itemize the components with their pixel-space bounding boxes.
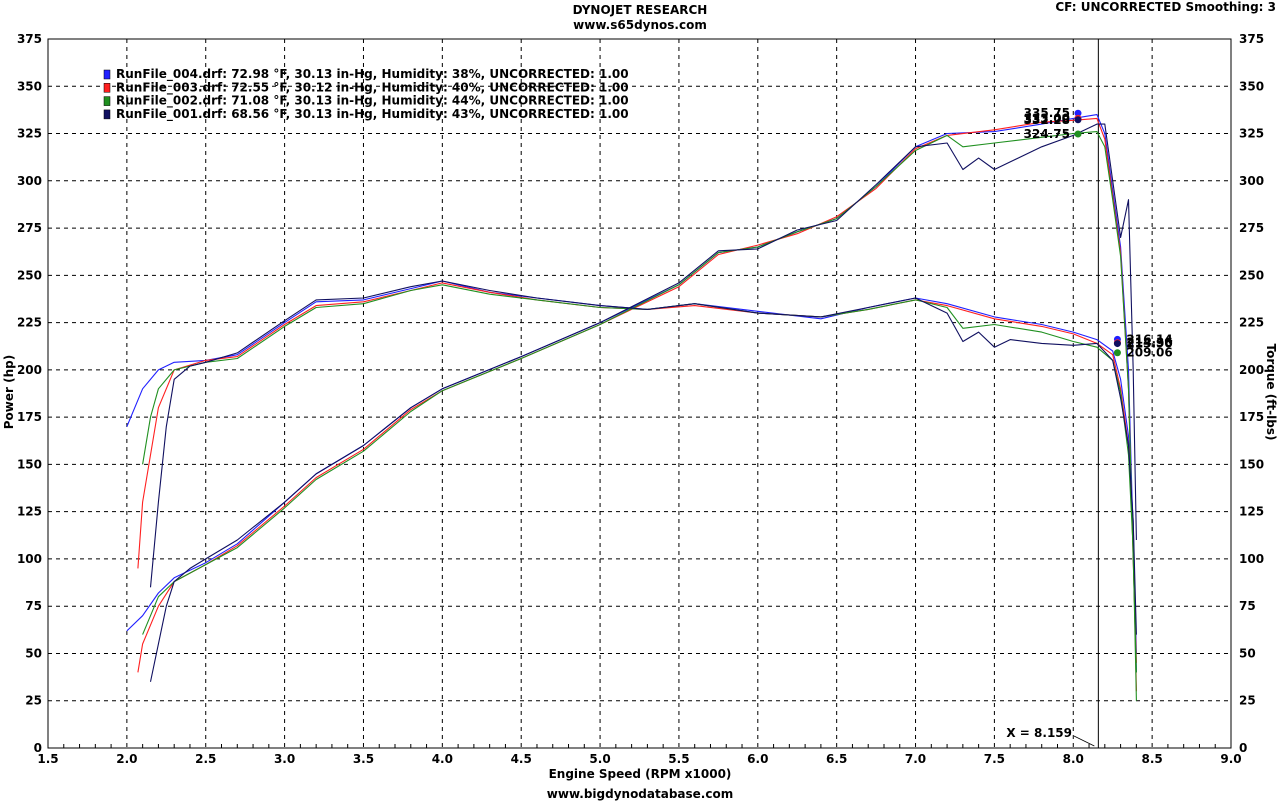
y-tick-label-left: 300 (17, 174, 42, 188)
x-axis-label: Engine Speed (RPM x1000) (549, 767, 732, 781)
tq-marker-3 (1113, 349, 1121, 357)
y-tick-label-left: 100 (17, 552, 42, 566)
y-tick-label-left: 275 (17, 221, 42, 235)
y-tick-label-right: 25 (1239, 694, 1256, 708)
y-tick-label-left: 150 (17, 457, 42, 471)
legend-swatch-3 (103, 96, 111, 106)
y-tick-label-right: 125 (1239, 505, 1264, 519)
legend: RunFile_004.drf: 72.98 °F, 30.13 in-Hg, … (103, 67, 629, 122)
legend-entry-4: RunFile_001.drf: 68.56 °F, 30.13 in-Hg, … (116, 107, 629, 122)
hp-marker-label-2: 333.00 (1024, 111, 1070, 125)
x-tick-label: 6.5 (826, 752, 847, 766)
series-line-tq-2 (137, 282, 1137, 692)
y-tick-label-left: 50 (25, 646, 42, 660)
y-axis-label-right: Torque (ft-lbs) (1264, 344, 1278, 441)
legend-swatch-1 (103, 69, 111, 80)
legend-entry-2: RunFile_003.drf: 72.55 °F, 30.12 in-Hg, … (116, 80, 629, 95)
x-tick-label: 9.0 (1220, 752, 1241, 766)
y-tick-label-left: 375 (17, 32, 42, 46)
hp-marker-label-1: 335.75 (1024, 106, 1070, 120)
y-tick-label-left: 250 (17, 268, 42, 282)
correction-factor-label: CF: UNCORRECTED Smoothing: 3 (1055, 0, 1276, 14)
y-tick-label-right: 175 (1239, 410, 1264, 424)
y-tick-label-right: 275 (1239, 221, 1264, 235)
cursor-readout: X = 8.159 (1006, 726, 1072, 740)
legend-swatch-2 (103, 83, 111, 93)
cursor-pointer (1073, 735, 1095, 747)
series-line-hp-4 (149, 123, 1137, 682)
y-axis-label-left: Power (hp) (2, 355, 16, 429)
y-tick-label-left: 200 (17, 363, 42, 377)
y-tick-label-right: 50 (1239, 646, 1256, 660)
y-tick-label-left: 225 (17, 316, 42, 330)
x-tick-label: 3.0 (274, 752, 295, 766)
x-tick-label: 2.5 (195, 752, 216, 766)
tq-marker-4 (1113, 340, 1121, 348)
y-tick-label-left: 75 (25, 599, 42, 613)
x-tick-label: 4.0 (432, 752, 453, 766)
hp-marker-1 (1074, 109, 1082, 117)
series-line-hp-1 (126, 114, 1137, 654)
series-line-hp-2 (137, 117, 1137, 673)
y-tick-label-right: 0 (1239, 741, 1247, 755)
tq-marker-label-4: 213.90 (1126, 337, 1172, 351)
axes: 1.5 2.0 2.5 3.0 3.5 4.0 4.5 5.0 5.5 6.0 6.5 7.0 7.5 8… (17, 32, 1264, 766)
y-tick-label-left: 325 (17, 127, 42, 141)
x-tick-label: 6.0 (747, 752, 768, 766)
x-tick-label: 3.5 (353, 752, 374, 766)
y-tick-label-right: 375 (1239, 32, 1264, 46)
tq-marker-label-2: 214.36 (1126, 336, 1172, 350)
plot-frame (47, 38, 1232, 749)
legend-entry-3: RunFile_002.drf: 71.08 °F, 30.13 in-Hg, … (116, 94, 629, 109)
chart-title: DYNOJET RESEARCH (572, 3, 708, 17)
y-tick-label-right: 225 (1239, 316, 1264, 330)
x-tick-label: 7.5 (984, 752, 1005, 766)
legend-swatch-4 (103, 109, 111, 120)
value-markers: 335.75 216.14 333.00 214.36 324.75 209.06 332.… (1024, 106, 1173, 360)
y-tick-label-left: 125 (17, 505, 42, 519)
x-tick-label: 4.5 (511, 752, 532, 766)
grid-lines (48, 39, 1231, 748)
x-tick-label: 2.0 (116, 752, 137, 766)
series-line-tq-3 (142, 284, 1137, 701)
hp-marker-3 (1074, 130, 1082, 138)
tq-marker-label-3: 209.06 (1126, 346, 1172, 360)
y-tick-label-right: 200 (1239, 363, 1264, 377)
y-tick-label-right: 350 (1239, 79, 1264, 93)
tq-marker-label-1: 216.14 (1126, 332, 1172, 346)
chart-subtitle-website: www.s65dynos.com (573, 18, 707, 32)
footer-url[interactable]: www.bigdynodatabase.com (546, 787, 734, 801)
y-tick-label-right: 150 (1239, 457, 1264, 471)
hp-marker-4 (1074, 116, 1082, 124)
x-tick-label: 5.0 (589, 752, 610, 766)
y-tick-label-right: 100 (1239, 552, 1264, 566)
x-tick-label: 5.5 (668, 752, 689, 766)
y-tick-label-right: 250 (1239, 268, 1264, 282)
x-tick-label: 8.0 (1063, 752, 1084, 766)
series-lines (126, 114, 1137, 701)
hp-marker-label-3: 324.75 (1024, 127, 1070, 141)
x-tick-label: 7.0 (905, 752, 926, 766)
legend-entry-1: RunFile_004.drf: 72.98 °F, 30.13 in-Hg, … (116, 67, 629, 82)
series-line-tq-1 (126, 280, 1137, 673)
y-tick-label-left: 0 (34, 741, 42, 755)
x-tick-label: 1.5 (37, 752, 58, 766)
y-tick-label-left: 175 (17, 410, 42, 424)
series-line-tq-4 (149, 280, 1137, 635)
series-line-hp-3 (142, 131, 1137, 673)
y-tick-label-left: 350 (17, 79, 42, 93)
y-tick-label-right: 300 (1239, 174, 1264, 188)
y-tick-label-left: 25 (25, 694, 42, 708)
y-tick-label-right: 325 (1239, 127, 1264, 141)
hp-marker-label-4: 332.28 (1024, 113, 1070, 127)
y-tick-label-right: 75 (1239, 599, 1256, 613)
x-tick-label: 8.5 (1142, 752, 1163, 766)
